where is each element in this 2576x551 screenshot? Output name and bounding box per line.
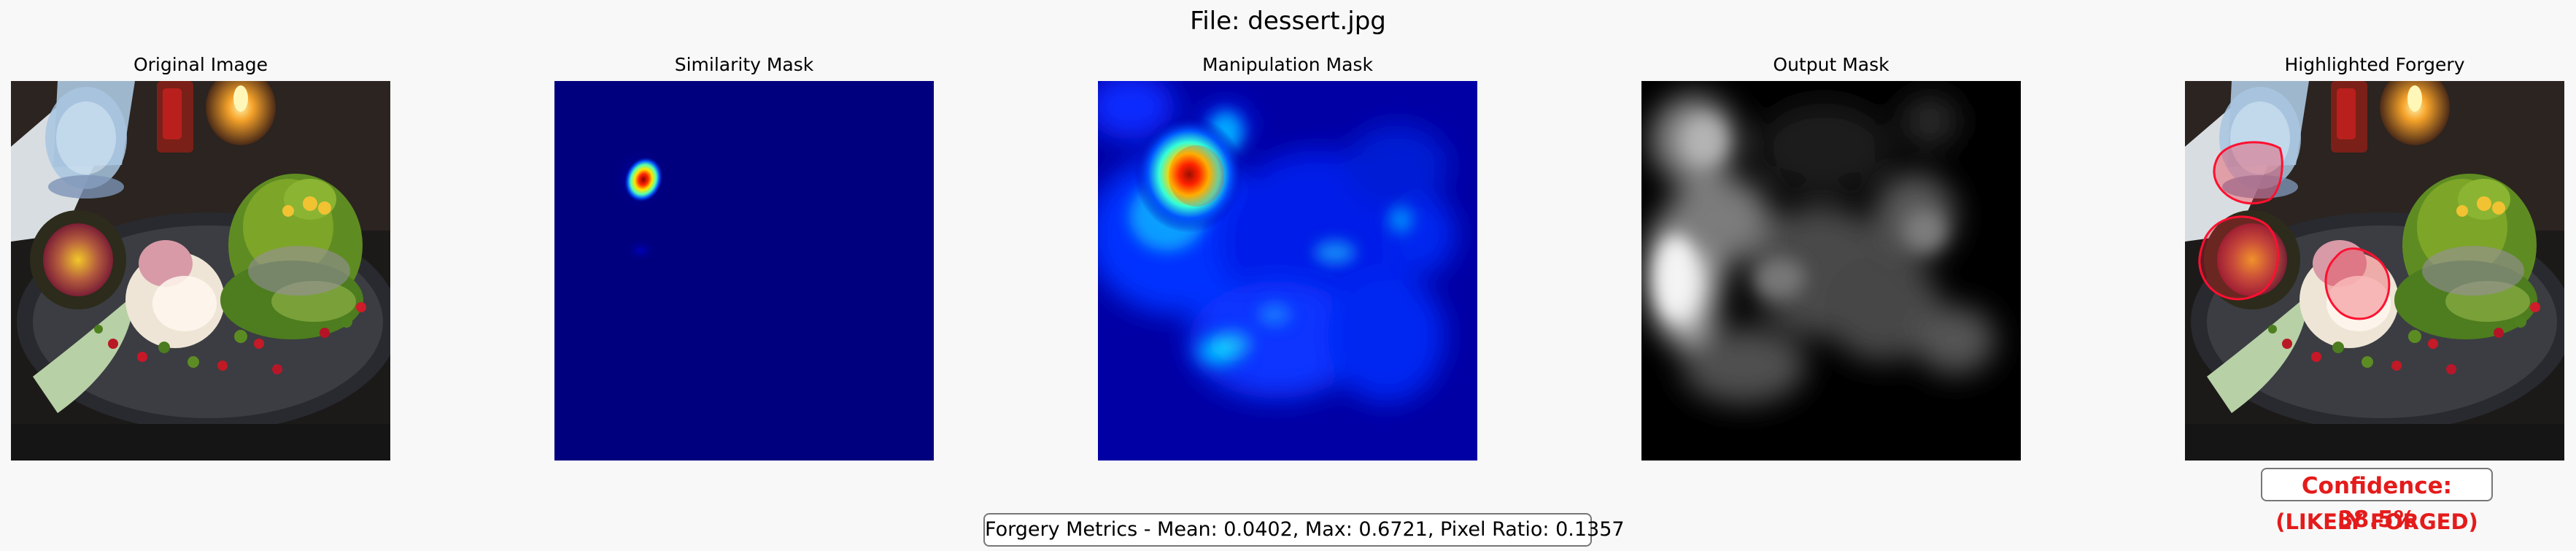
original-image-panel xyxy=(11,81,390,461)
forgery-status-label: (LIKELY FORGED) xyxy=(2275,509,2478,534)
figure-title: File: dessert.jpg xyxy=(1190,7,1386,36)
similarity-mask xyxy=(554,81,934,461)
output-mask-title: Output Mask xyxy=(1773,54,1890,75)
similarity-mask-title: Similarity Mask xyxy=(674,54,814,75)
manipulation-mask-title: Manipulation Mask xyxy=(1202,54,1373,75)
forgery-outline-glass xyxy=(2213,141,2283,205)
forgery-outline-cream xyxy=(2324,247,2391,320)
highlighted-forgery-image xyxy=(2185,81,2564,461)
original-image-title: Original Image xyxy=(133,54,268,75)
similarity-mask-panel xyxy=(554,81,934,461)
original-image xyxy=(11,81,390,461)
confidence-badge: Confidence: 38.5% xyxy=(2261,468,2493,533)
output-mask-panel xyxy=(1641,81,2021,461)
highlighted-forgery-panel xyxy=(2185,81,2564,461)
output-mask xyxy=(1641,81,2021,461)
highlighted-forgery-title: Highlighted Forgery xyxy=(2284,54,2465,75)
manipulation-mask-panel xyxy=(1098,81,1477,461)
forgery-outline-fruit xyxy=(2198,215,2279,301)
manipulation-mask xyxy=(1098,81,1477,461)
forgery-metrics-box: Forgery Metrics - Mean: 0.0402, Max: 0.6… xyxy=(983,513,1625,547)
